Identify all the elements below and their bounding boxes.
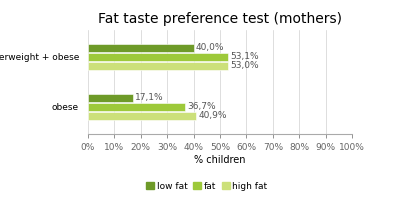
Text: 53,0%: 53,0% — [230, 61, 259, 70]
Bar — [88, 112, 196, 120]
Bar — [88, 103, 185, 111]
Title: Fat taste preference test (mothers): Fat taste preference test (mothers) — [98, 12, 342, 26]
Text: 40,0%: 40,0% — [196, 44, 224, 52]
X-axis label: % children: % children — [194, 155, 246, 165]
Bar — [88, 94, 133, 102]
Bar — [88, 44, 194, 52]
Legend: low fat, fat, high fat: low fat, fat, high fat — [142, 178, 271, 194]
Text: 36,7%: 36,7% — [187, 102, 216, 111]
Text: 17,1%: 17,1% — [135, 93, 164, 102]
Text: 53,1%: 53,1% — [230, 52, 259, 61]
Bar — [88, 62, 228, 70]
Bar — [88, 53, 228, 61]
Text: 40,9%: 40,9% — [198, 111, 226, 120]
